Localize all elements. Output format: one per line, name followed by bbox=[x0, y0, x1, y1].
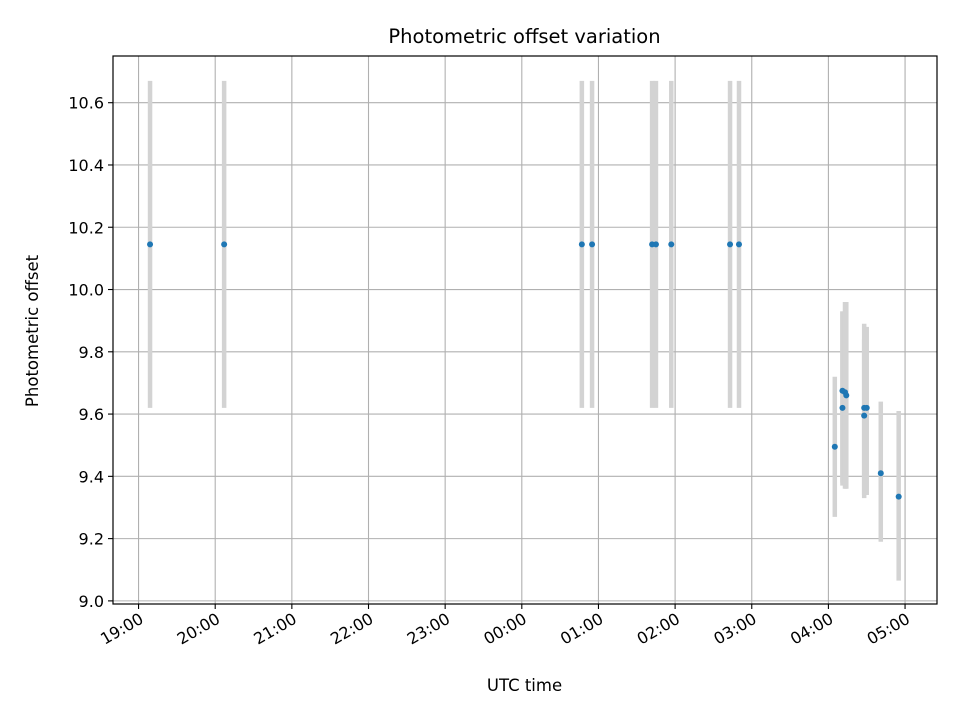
data-point bbox=[589, 241, 596, 248]
data-point bbox=[863, 404, 870, 411]
plot-background bbox=[113, 56, 937, 604]
y-tick-label: 9.8 bbox=[79, 343, 104, 362]
y-axis-title: Photometric offset bbox=[23, 254, 42, 407]
data-point bbox=[861, 412, 868, 419]
y-tick-label: 10.4 bbox=[68, 156, 104, 175]
data-point bbox=[652, 241, 659, 248]
data-points bbox=[147, 241, 902, 500]
plot-area bbox=[112, 55, 938, 605]
y-tick-label: 10.0 bbox=[68, 281, 104, 300]
data-point bbox=[735, 241, 742, 248]
y-axis: 9.0 9.2 9.4 9.6 9.8 10.0 10.2 10.4 10.6 bbox=[68, 94, 113, 611]
y-tick-label: 9.2 bbox=[79, 530, 104, 549]
plot-frame bbox=[112, 55, 938, 605]
data-point bbox=[877, 470, 884, 477]
data-point bbox=[895, 493, 902, 500]
data-point bbox=[147, 241, 154, 248]
y-tick-label: 10.6 bbox=[68, 94, 104, 113]
data-point bbox=[668, 241, 675, 248]
data-point bbox=[727, 241, 734, 248]
data-point bbox=[831, 443, 838, 450]
y-tick-label: 9.4 bbox=[79, 467, 104, 486]
data-point bbox=[843, 392, 850, 399]
y-tick-label: 9.0 bbox=[79, 592, 104, 611]
y-tick-label: 9.6 bbox=[79, 405, 104, 424]
chart-title: Photometric offset variation bbox=[388, 25, 660, 48]
data-point bbox=[221, 241, 228, 248]
grid-lines bbox=[113, 56, 937, 604]
y-tick-label: 10.2 bbox=[68, 218, 104, 237]
data-point bbox=[839, 404, 846, 411]
x-axis-title: UTC time bbox=[487, 676, 562, 695]
data-point bbox=[578, 241, 585, 248]
